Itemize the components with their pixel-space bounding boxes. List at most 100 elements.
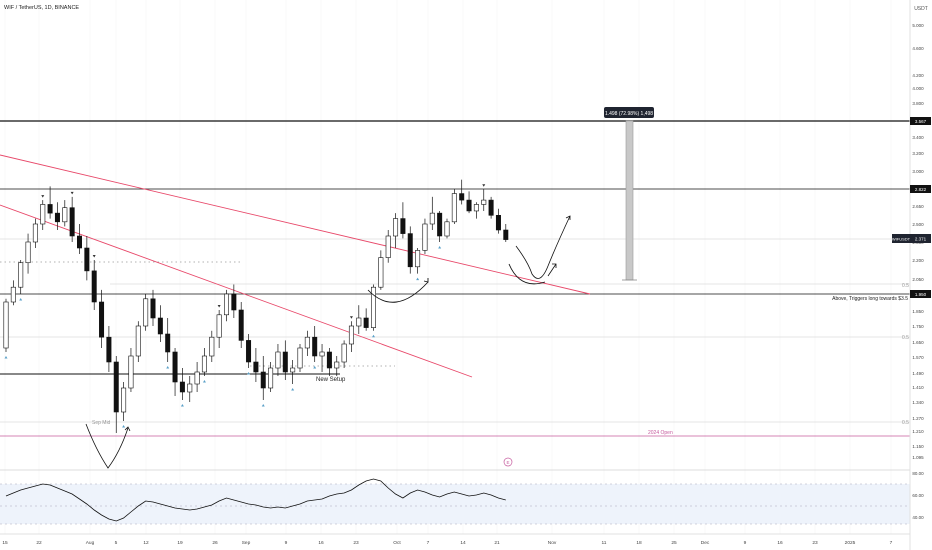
measure-bar[interactable] bbox=[625, 120, 634, 281]
candle-down[interactable] bbox=[165, 333, 171, 353]
buy-marker[interactable] bbox=[122, 425, 126, 428]
candle-up[interactable] bbox=[334, 361, 340, 369]
candle-down[interactable] bbox=[407, 233, 413, 268]
candle-up[interactable] bbox=[32, 223, 38, 243]
candle-up[interactable] bbox=[356, 317, 362, 327]
buy-marker[interactable] bbox=[247, 372, 251, 375]
buy-marker[interactable] bbox=[313, 366, 317, 369]
trendline-lower[interactable] bbox=[0, 204, 473, 378]
candle-up[interactable] bbox=[135, 325, 141, 357]
candle-down[interactable] bbox=[253, 361, 259, 373]
candle-up[interactable] bbox=[25, 241, 31, 264]
sell-marker[interactable] bbox=[41, 195, 45, 198]
rsi-band bbox=[0, 484, 910, 524]
candle-down[interactable] bbox=[466, 199, 472, 212]
buy-marker[interactable] bbox=[291, 388, 295, 391]
buy-marker[interactable] bbox=[416, 277, 420, 281]
buy-marker[interactable] bbox=[261, 404, 265, 407]
candle-up[interactable] bbox=[62, 207, 68, 223]
candle-up[interactable] bbox=[348, 325, 354, 345]
candle-up[interactable] bbox=[18, 262, 24, 288]
candle-up[interactable] bbox=[481, 199, 487, 205]
drawn-arc-left[interactable] bbox=[367, 281, 429, 303]
candle-up[interactable] bbox=[268, 367, 274, 389]
candle-down[interactable] bbox=[99, 301, 105, 338]
trendline-upper[interactable] bbox=[0, 154, 591, 295]
candle-down[interactable] bbox=[54, 212, 60, 223]
candle-down[interactable] bbox=[172, 351, 178, 383]
sell-marker[interactable] bbox=[217, 305, 221, 308]
candle-down[interactable] bbox=[231, 293, 237, 311]
buy-marker[interactable] bbox=[438, 246, 442, 249]
candle-up[interactable] bbox=[3, 301, 9, 349]
candle-down[interactable] bbox=[69, 207, 75, 237]
candle-up[interactable] bbox=[209, 336, 215, 357]
candle-down[interactable] bbox=[437, 212, 443, 237]
drawn-arc-right[interactable] bbox=[508, 263, 546, 285]
candle-down[interactable] bbox=[495, 215, 501, 231]
sell-marker[interactable] bbox=[92, 255, 96, 258]
sell-marker[interactable] bbox=[349, 316, 353, 319]
candle-up[interactable] bbox=[429, 212, 435, 225]
candle-down[interactable] bbox=[400, 218, 406, 234]
candle-up[interactable] bbox=[378, 257, 384, 288]
aug-low-arc[interactable] bbox=[85, 423, 129, 469]
candle-down[interactable] bbox=[326, 351, 332, 369]
candle-down[interactable] bbox=[238, 309, 244, 341]
candle-down[interactable] bbox=[282, 351, 288, 373]
candle-down[interactable] bbox=[459, 193, 465, 201]
candle-down[interactable] bbox=[157, 317, 163, 335]
buy-marker[interactable] bbox=[202, 380, 206, 383]
projection-path-2[interactable] bbox=[547, 263, 557, 277]
candle-up[interactable] bbox=[128, 355, 134, 389]
buy-marker[interactable] bbox=[166, 366, 170, 369]
buy-marker[interactable] bbox=[372, 334, 375, 338]
candle-up[interactable] bbox=[422, 223, 428, 251]
candle-down[interactable] bbox=[150, 298, 156, 319]
candle-down[interactable] bbox=[113, 361, 119, 413]
sell-marker[interactable] bbox=[482, 184, 486, 187]
candle-up[interactable] bbox=[290, 367, 296, 373]
candle-up[interactable] bbox=[473, 204, 479, 212]
candle-up[interactable] bbox=[187, 383, 193, 393]
candle-down[interactable] bbox=[179, 381, 185, 393]
candle-up[interactable] bbox=[444, 221, 450, 237]
candle-up[interactable] bbox=[275, 351, 281, 369]
candle-down[interactable] bbox=[488, 199, 494, 216]
candle-up[interactable] bbox=[10, 286, 16, 303]
candle-up[interactable] bbox=[304, 336, 310, 349]
candle-up[interactable] bbox=[341, 343, 347, 363]
projection-path-1[interactable] bbox=[515, 215, 571, 279]
candle-up[interactable] bbox=[143, 298, 149, 327]
candle-up[interactable] bbox=[121, 387, 127, 413]
candle-up[interactable] bbox=[415, 250, 421, 268]
candle-down[interactable] bbox=[106, 336, 112, 363]
candle-up[interactable] bbox=[385, 235, 391, 258]
candle-down[interactable] bbox=[246, 340, 252, 363]
candle-down[interactable] bbox=[77, 235, 83, 249]
candle-up[interactable] bbox=[297, 347, 303, 369]
candle-up[interactable] bbox=[216, 314, 222, 338]
candle-up[interactable] bbox=[224, 293, 230, 316]
buy-marker[interactable] bbox=[4, 356, 8, 359]
candle-up[interactable] bbox=[319, 351, 325, 357]
candle-down[interactable] bbox=[363, 317, 369, 328]
sell-marker[interactable] bbox=[70, 191, 74, 195]
time-axis[interactable]: 15 22 Aug 5 12 19 26 Sep 9 16 23 Oct 7 14 21 Nov 11 18 25 D… bbox=[2, 540, 892, 546]
buy-marker[interactable] bbox=[180, 404, 184, 407]
candle-up[interactable] bbox=[393, 218, 399, 237]
candle-down[interactable] bbox=[47, 204, 53, 214]
candle-up[interactable] bbox=[40, 204, 46, 225]
candle-down[interactable] bbox=[91, 270, 97, 303]
candle-up[interactable] bbox=[194, 371, 200, 385]
candle-up[interactable] bbox=[370, 286, 376, 328]
candle-up[interactable] bbox=[201, 355, 207, 373]
candle-down[interactable] bbox=[312, 336, 318, 357]
candle-up[interactable] bbox=[451, 193, 457, 223]
candle-down[interactable] bbox=[503, 229, 509, 240]
event-icon[interactable] bbox=[503, 457, 513, 467]
buy-marker[interactable] bbox=[19, 298, 23, 301]
candle-down[interactable] bbox=[260, 371, 266, 389]
candle-down[interactable] bbox=[84, 247, 90, 272]
